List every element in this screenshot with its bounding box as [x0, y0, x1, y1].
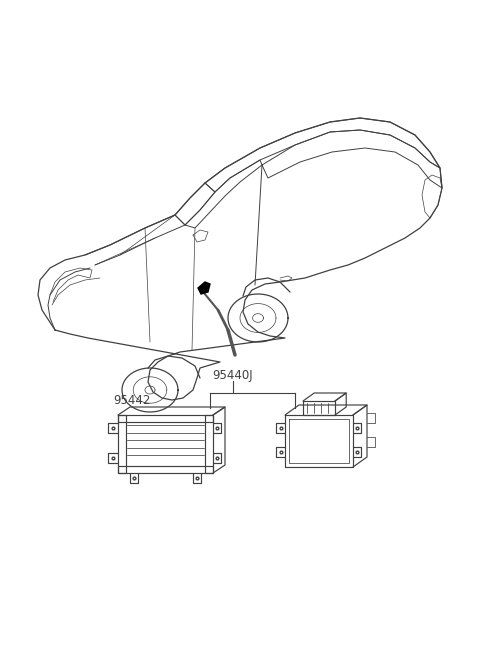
- Text: 95442: 95442: [113, 394, 150, 407]
- Polygon shape: [198, 282, 210, 294]
- Text: 95440J: 95440J: [213, 369, 253, 381]
